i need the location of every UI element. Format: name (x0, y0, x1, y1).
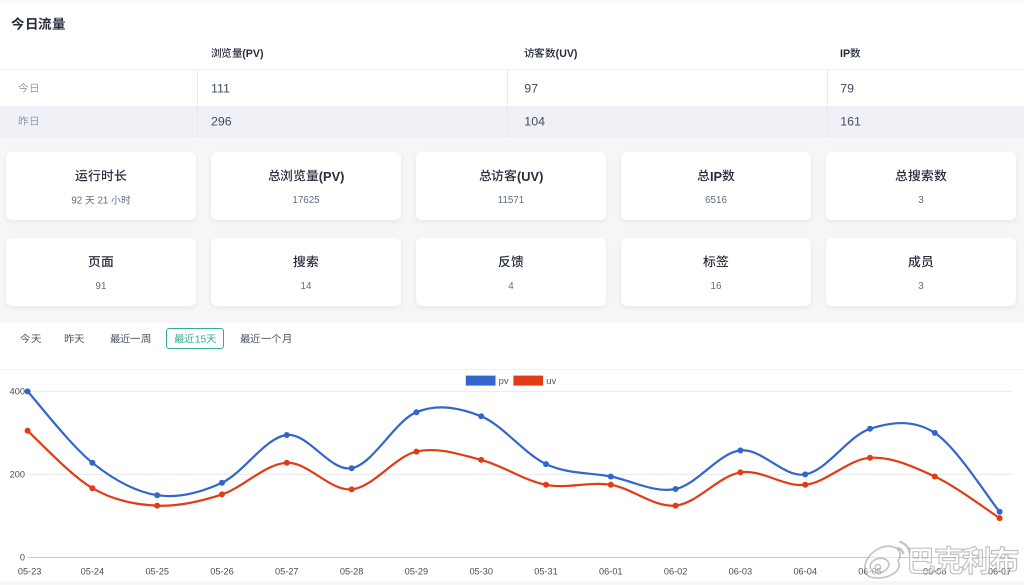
svg-text:05-28: 05-28 (340, 567, 364, 577)
svg-text:05-26: 05-26 (210, 567, 234, 577)
svg-text:200: 200 (10, 470, 25, 480)
svg-text:0: 0 (20, 553, 25, 563)
svg-text:06-02: 06-02 (664, 567, 688, 577)
svg-text:05-31: 05-31 (534, 567, 558, 577)
svg-text:uv: uv (546, 376, 556, 387)
svg-text:400: 400 (10, 387, 25, 397)
svg-text:pv: pv (499, 376, 509, 387)
svg-text:06-01: 06-01 (599, 567, 623, 577)
svg-text:05-24: 05-24 (81, 567, 105, 577)
svg-text:05-25: 05-25 (145, 567, 169, 577)
svg-text:06-04: 06-04 (793, 567, 817, 577)
svg-text:05-27: 05-27 (275, 567, 299, 577)
svg-text:05-23: 05-23 (18, 567, 42, 577)
svg-text:05-29: 05-29 (405, 567, 429, 577)
svg-text:06-03: 06-03 (729, 567, 753, 577)
svg-text:05-30: 05-30 (469, 567, 493, 577)
